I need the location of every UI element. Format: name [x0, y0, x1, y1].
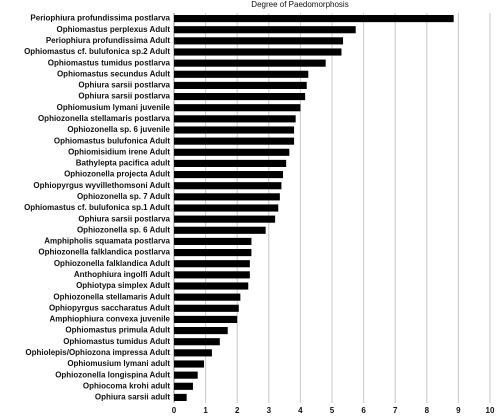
bar [174, 393, 187, 401]
y-tick-label: Bathylepta pacifica adult [76, 159, 171, 168]
y-tick-label: Ophiomastus bulufonica Adult [54, 136, 170, 145]
bar [174, 360, 205, 368]
x-tick-label: 3 [267, 406, 272, 415]
y-tick-label: Ophiomastus cf. bulufonica sp.1 Adult [24, 203, 170, 212]
y-tick-label: Ophiolepis/Ophiozona impressa Adult [25, 348, 170, 357]
bar [174, 104, 301, 112]
y-tick-label: Ophiomastus secundus Adult [57, 69, 170, 78]
y-tick-label: Ophiozonella stellamaris Adult [53, 292, 170, 301]
bar [174, 237, 252, 245]
bar [174, 282, 249, 290]
bar [174, 327, 228, 335]
bar [174, 249, 252, 257]
x-tick-label: 8 [425, 406, 430, 415]
y-tick-label: Ophiomastus perplexus Adult [57, 25, 171, 34]
bar [174, 204, 279, 212]
bar [174, 159, 287, 167]
x-tick-label: 1 [203, 406, 208, 415]
y-tick-label: Ophiomastus tumidus postlarva [48, 58, 171, 67]
y-tick-label: Periophiura profundissima Adult [46, 36, 170, 45]
y-tick-label: Ophiocoma krohi adult [83, 381, 170, 390]
y-tick-label: Ophiura sarsii postlarva [78, 92, 170, 101]
y-tick-label: Ophiozonella stellamaris postlarva [38, 114, 171, 123]
bar [174, 226, 266, 234]
bar [174, 260, 250, 268]
y-tick-label: Ophiozonella sp. 6 Adult [77, 225, 170, 234]
y-tick-label: Ophiopyrgus saccharatus Adult [49, 303, 170, 312]
y-tick-label: Ophiomusium lymani adult [67, 359, 170, 368]
bar [174, 293, 241, 301]
y-tick-label: Ophiozonella sp. 6 juvenile [67, 125, 170, 134]
bar [174, 315, 238, 323]
bar [174, 59, 326, 67]
y-tick-label: Ophiomastus cf. bulufonica sp.2 Adult [24, 47, 170, 56]
bar [174, 48, 342, 56]
y-tick-label: Ophiura sarsii postlarva [78, 214, 170, 223]
bar [174, 126, 295, 134]
y-tick-label: Ophiozonella falklandica Adult [54, 259, 170, 268]
y-tick-label: Amphiophiura convexa juvenile [50, 315, 171, 324]
bar [174, 137, 295, 145]
chart-title: Degree of Paedomorphosis [251, 0, 348, 9]
y-tick-label: Ophiomastus primula Adult [65, 326, 170, 335]
y-tick-label: Amphipholis squamata postlarva [44, 237, 170, 246]
bar [174, 70, 309, 78]
bar [174, 271, 250, 279]
x-tick-label: 4 [298, 406, 303, 415]
x-tick-label: 5 [330, 406, 335, 415]
bar [174, 15, 454, 23]
y-tick-label: Ophiomisidium irene Adult [68, 147, 170, 156]
x-tick-label: 2 [235, 406, 240, 415]
y-tick-label: Ophiotypa simplex Adult [76, 281, 170, 290]
bar [174, 148, 290, 156]
y-tick-label: Ophiozonella longispina Adult [55, 370, 170, 379]
bar [174, 382, 193, 390]
y-tick-label: Ophiozonella sp. 7 Adult [77, 192, 170, 201]
bar [174, 171, 284, 179]
bar [174, 304, 239, 312]
bar [174, 371, 198, 379]
y-tick-label: Anthophiura ingolfi Adult [74, 270, 170, 279]
y-tick-label: Periophiura profundissima postlarva [30, 14, 170, 23]
y-tick-label: Ophiomusium lymani juvenile [57, 103, 171, 112]
y-tick-label: Ophiozonella projecta Adult [64, 170, 170, 179]
y-tick-label: Ophiomastus tumidus Adult [63, 337, 170, 346]
y-tick-label: Ophiura sarsii postlarva [78, 81, 170, 90]
x-tick-label: 9 [456, 406, 461, 415]
x-tick-label: 7 [393, 406, 398, 415]
bar [174, 26, 356, 34]
y-tick-label: Ophiura sarsii adult [95, 393, 170, 402]
x-tick-label: 10 [486, 406, 495, 415]
bar [174, 349, 212, 357]
bar [174, 193, 280, 201]
y-tick-label: Ophiopyrgus wyvillethomsoni Adult [33, 181, 170, 190]
bar [174, 338, 220, 346]
y-tick-label: Ophiozonella falklandica postlarva [38, 248, 170, 257]
x-tick-label: 0 [172, 406, 177, 415]
bar [174, 182, 282, 190]
bar [174, 37, 344, 45]
bar [174, 81, 307, 89]
bar [174, 115, 296, 123]
bar [174, 215, 276, 223]
x-tick-label: 6 [361, 406, 366, 415]
bar [174, 93, 306, 101]
